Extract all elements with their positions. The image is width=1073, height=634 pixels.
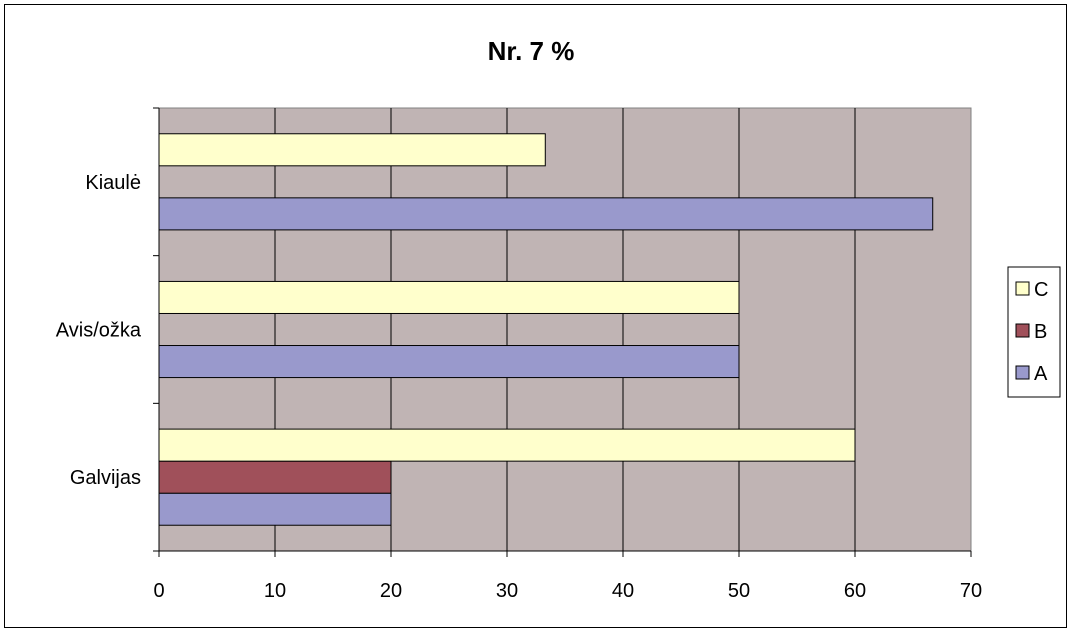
x-tick-label: 0: [153, 580, 164, 602]
x-tick-label: 70: [960, 580, 982, 602]
category-label: Kiaulė: [85, 172, 141, 194]
bar-b: [158, 460, 392, 494]
x-tick-label: 10: [264, 580, 286, 602]
legend-label-b: B: [1034, 321, 1047, 343]
legend-label-c: C: [1034, 279, 1048, 301]
legend-swatch-a: [1015, 365, 1030, 380]
bar-c: [158, 280, 740, 314]
bar-c: [158, 133, 546, 167]
x-tick-label: 40: [612, 580, 634, 602]
x-tick-label: 30: [496, 580, 518, 602]
bar-a: [158, 492, 392, 526]
bar-a: [158, 197, 934, 231]
chart-frame: Nr. 7 % 0 10 20 30 40 50 60 70 Galvijas Avis/ožka…: [4, 4, 1067, 628]
category-label: Avis/ožka: [56, 320, 142, 342]
x-tick-label: 20: [380, 580, 402, 602]
bar-chart: Nr. 7 % 0 10 20 30 40 50 60 70 Galvijas Avis/ožka…: [56, 36, 1061, 602]
x-tick-label: 60: [844, 580, 866, 602]
x-tick-label: 50: [728, 580, 750, 602]
category-label: Galvijas: [70, 467, 141, 489]
chart-title: Nr. 7 %: [488, 36, 575, 66]
legend-swatch-b: [1015, 323, 1030, 338]
bar-a: [158, 345, 740, 379]
bar-c: [158, 428, 856, 462]
legend-label-a: A: [1034, 363, 1048, 385]
legend-swatch-c: [1015, 281, 1030, 296]
